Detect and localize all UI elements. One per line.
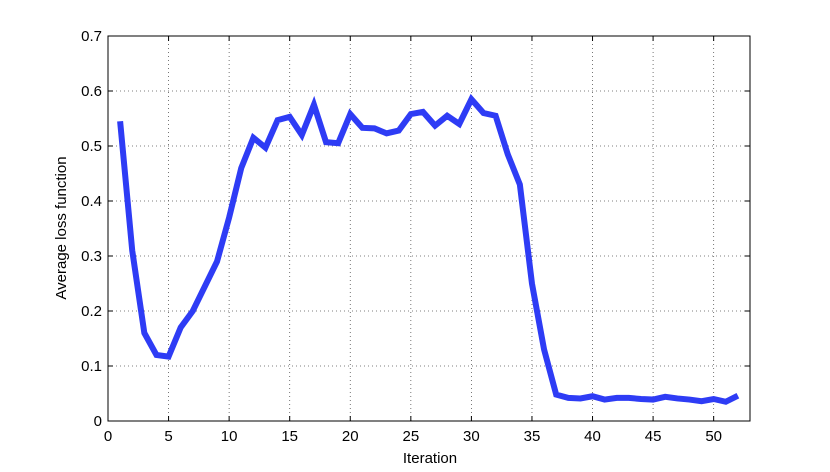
y-tick-label: 0.5	[81, 138, 102, 155]
x-axis-label: Iteration	[403, 450, 457, 467]
x-tick-label: 45	[645, 428, 662, 445]
y-tick-label: 0.7	[81, 28, 102, 45]
y-tick-label: 0	[94, 413, 102, 430]
y-tick-label: 0.3	[81, 248, 102, 265]
x-tick-label: 40	[584, 428, 601, 445]
y-axis-label: Average loss function	[53, 156, 70, 299]
y-tick-label: 0.4	[81, 193, 102, 210]
x-tick-label: 25	[402, 428, 419, 445]
x-tick-label: 50	[705, 428, 722, 445]
x-tick-label: 30	[463, 428, 480, 445]
y-tick-label: 0.2	[81, 303, 102, 320]
x-tick-label: 0	[104, 428, 112, 445]
plot-frame	[107, 35, 751, 422]
x-tick-label: 35	[524, 428, 541, 445]
y-tick-label: 0.1	[81, 358, 102, 375]
x-tick-label: 15	[281, 428, 298, 445]
y-tick-label: 0.6	[81, 83, 102, 100]
x-tick-label: 5	[164, 428, 172, 445]
data-line	[117, 93, 740, 405]
x-tick-label: 10	[221, 428, 238, 445]
x-tick-label: 20	[342, 428, 359, 445]
